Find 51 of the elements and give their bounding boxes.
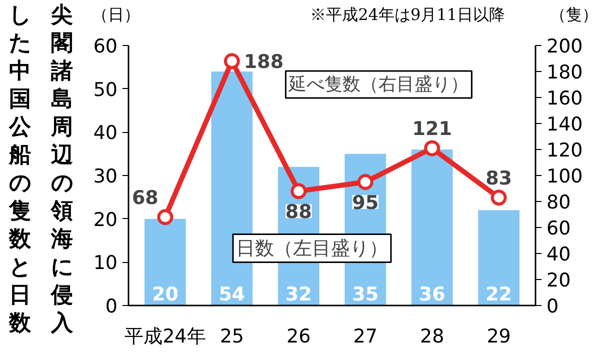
bar [411,150,453,306]
point [290,183,307,200]
y2-tick-label: 120 [546,140,583,162]
y-tick-label: 10 [93,252,118,274]
y2-tick-label: 160 [546,88,583,110]
y2-tick-label: 140 [546,114,583,136]
bar [144,218,186,306]
data-label: 22 [486,283,512,306]
chart-title: 尖閣諸島周辺の領海に侵入した中国公船の隻数と日数 [9,3,74,336]
y2-tick-label: 60 [546,218,571,240]
data-label: 121 [412,118,452,140]
point [157,209,174,226]
data-label: 95 [352,192,379,214]
x-tick-label: 25 [220,326,244,348]
data-label: 88 [285,201,312,224]
y2-tick-label: 40 [546,244,571,266]
x-tick-label: 29 [486,326,511,348]
series-label: 日数（左目盛り） [236,237,388,260]
text: ※平成24年は9月11日以降 [310,4,505,26]
point [357,174,374,190]
data-label: 188 [244,51,284,74]
bar [478,210,520,306]
point [424,140,440,156]
y2-tick-label: 0 [546,296,559,318]
y2-tick-label: 100 [546,166,583,188]
x-tick-label: 27 [353,326,378,348]
data-label: 32 [285,283,312,306]
y-tick-label: 20 [93,208,118,231]
data-label: 35 [352,283,379,306]
y-tick-label: 0 [105,296,118,318]
y-tick-label: 50 [93,78,118,101]
y-tick-label: 60 [93,36,118,58]
data-label: 83 [486,168,512,190]
data-label: 54 [218,283,246,306]
data-label: 68 [132,187,158,210]
y2-tick-label: 80 [546,192,571,214]
y-axis-title: （日） [92,4,140,26]
series-label: 延べ隻数（右目盛り） [288,74,469,95]
y2-tick-label: 180 [546,62,583,84]
y2-tick-label: 20 [546,270,571,292]
x-tick-label: 28 [420,326,444,348]
y-tick-label: 30 [93,166,118,188]
y2-axis-title: （隻） [550,4,598,26]
x-tick-label: 平成24年 [124,326,206,348]
data-label: 36 [418,283,446,306]
point [490,190,507,206]
x-tick-label: 26 [286,326,311,348]
data-label: 20 [152,283,178,306]
point [224,53,240,70]
y-tick-label: 40 [93,122,118,144]
y2-tick-label: 200 [546,36,583,58]
